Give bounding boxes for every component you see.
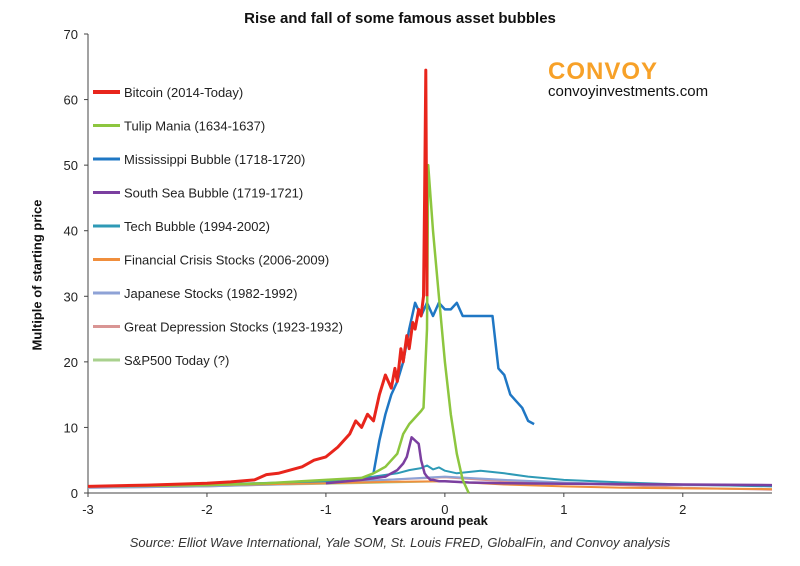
x-tick-label: 1 bbox=[560, 502, 567, 517]
y-tick-label: 20 bbox=[64, 355, 78, 370]
y-tick-label: 50 bbox=[64, 158, 78, 173]
x-tick-label: 2 bbox=[679, 502, 686, 517]
x-tick-label: -2 bbox=[201, 502, 213, 517]
legend-label: Financial Crisis Stocks (2006-2009) bbox=[124, 253, 329, 268]
legend-label: Tulip Mania (1634-1637) bbox=[124, 119, 265, 134]
series-line bbox=[372, 301, 535, 474]
brand-url: convoyinvestments.com bbox=[548, 83, 709, 100]
x-tick-label: -3 bbox=[82, 502, 94, 517]
legend-label: Mississippi Bubble (1718-1720) bbox=[124, 152, 305, 167]
series-line bbox=[87, 68, 429, 488]
y-tick-label: 40 bbox=[64, 224, 78, 239]
series-line bbox=[325, 436, 773, 487]
y-tick-label: 60 bbox=[64, 93, 78, 108]
x-tick-label: 0 bbox=[441, 502, 448, 517]
y-tick-label: 0 bbox=[71, 486, 78, 501]
legend-label: Tech Bubble (1994-2002) bbox=[124, 219, 270, 234]
series-line bbox=[87, 163, 470, 494]
y-tick-label: 70 bbox=[64, 27, 78, 42]
source-note: Source: Elliot Wave International, Yale … bbox=[129, 535, 671, 550]
legend-label: Bitcoin (2014-Today) bbox=[124, 85, 243, 100]
brand-logo: CONVOY bbox=[548, 58, 659, 85]
legend-label: Japanese Stocks (1982-1992) bbox=[124, 286, 297, 301]
x-tick-label: -1 bbox=[320, 502, 332, 517]
chart-title: Rise and fall of some famous asset bubbl… bbox=[244, 10, 556, 27]
series-line bbox=[87, 464, 773, 488]
x-axis-label: Years around peak bbox=[372, 513, 488, 528]
legend-label: Great Depression Stocks (1923-1932) bbox=[124, 320, 343, 335]
legend-label: S&P500 Today (?) bbox=[124, 353, 229, 368]
legend-label: South Sea Bubble (1719-1721) bbox=[124, 186, 303, 201]
y-tick-label: 30 bbox=[64, 289, 78, 304]
y-tick-label: 10 bbox=[64, 420, 78, 435]
